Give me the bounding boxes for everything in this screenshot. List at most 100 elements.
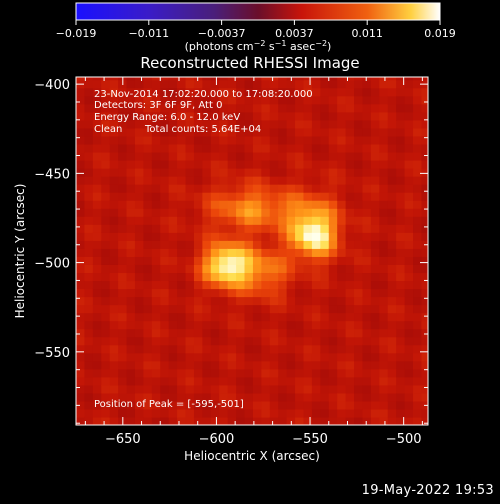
heatmap-cell [244, 384, 254, 394]
heatmap-cell [345, 296, 355, 306]
heatmap-cell [193, 159, 203, 169]
heatmap-cell [227, 384, 237, 394]
heatmap-cell [202, 135, 212, 145]
heatmap-cell [160, 392, 170, 402]
heatmap-cell [261, 192, 271, 201]
heatmap-cell [168, 103, 178, 113]
heatmap-cell [193, 168, 203, 177]
heatmap-cell [337, 232, 347, 241]
heatmap-cell [413, 280, 423, 290]
heatmap-cell [236, 320, 246, 330]
heatmap-cell [210, 384, 220, 394]
heatmap-cell [337, 312, 347, 322]
heatmap-cell [286, 208, 296, 217]
heatmap-cell [134, 159, 145, 169]
heatmap-cell [261, 312, 271, 322]
heatmap-cell [143, 95, 153, 105]
heatmap-cell [84, 344, 94, 354]
heatmap-cell [109, 103, 119, 113]
heatmap-cell [269, 192, 279, 201]
heatmap-cell [84, 208, 94, 217]
heatmap-cell [404, 408, 414, 418]
heatmap-cell [168, 408, 178, 418]
heatmap-cell [193, 143, 203, 153]
heatmap-cell [76, 344, 86, 354]
heatmap-cell [311, 280, 321, 290]
heatmap-cell [370, 87, 380, 97]
heatmap-cell [236, 384, 246, 394]
heatmap-cell [134, 143, 145, 153]
heatmap-cell [236, 280, 246, 290]
heatmap-cell [413, 376, 423, 386]
heatmap-cell [134, 400, 145, 410]
heatmap-cell [134, 95, 145, 105]
heatmap-cell [252, 320, 262, 330]
heatmap-cell [92, 376, 102, 386]
heatmap-cell [311, 384, 321, 394]
heatmap-cell [311, 168, 321, 177]
heatmap-cell [303, 328, 313, 338]
heatmap-cell [143, 272, 153, 282]
heatmap-cell [345, 135, 355, 145]
heatmap-cell [151, 176, 161, 185]
heatmap-cell [118, 392, 128, 402]
heatmap-cell [413, 368, 423, 378]
heatmap-cell [202, 192, 212, 201]
heatmap-cell [227, 79, 237, 89]
heatmap-cell [354, 248, 364, 257]
heatmap-cell [269, 135, 279, 145]
heatmap-cell [328, 192, 338, 201]
heatmap-cell [160, 248, 170, 257]
heatmap-cell [219, 376, 229, 386]
heatmap-cell [252, 87, 262, 97]
heatmap-cell [185, 176, 195, 185]
heatmap-cell [396, 304, 406, 314]
heatmap-cell [143, 296, 153, 306]
heatmap-cell [168, 400, 178, 410]
heatmap-cell [134, 320, 145, 330]
heatmap-cell [210, 392, 220, 402]
heatmap-cell [303, 320, 313, 330]
heatmap-cell [421, 344, 428, 354]
heatmap-cell [269, 376, 279, 386]
heatmap-cell [168, 360, 178, 370]
heatmap-cell [227, 168, 237, 177]
heatmap-cell [177, 368, 187, 378]
heatmap-cell [244, 368, 254, 378]
heatmap-cell [76, 159, 86, 169]
heatmap-cell [227, 119, 237, 129]
heatmap-cell [261, 392, 271, 402]
heatmap-cell [337, 304, 347, 314]
heatmap-cell [261, 376, 271, 386]
heatmap-cell [345, 256, 355, 265]
heatmap-cell [134, 119, 145, 129]
heatmap-cell [362, 87, 372, 97]
heatmap-cell [370, 416, 380, 425]
heatmap-cell [160, 87, 170, 97]
heatmap-cell [151, 111, 161, 121]
heatmap-cell [354, 103, 364, 113]
heatmap-cell [311, 224, 321, 233]
heatmap-cell [151, 216, 161, 225]
heatmap-cell [151, 336, 161, 346]
heatmap-cell [286, 352, 296, 362]
heatmap-cell [227, 216, 237, 225]
heatmap-cell [210, 224, 220, 233]
heatmap-cell [303, 384, 313, 394]
heatmap-cell [227, 200, 237, 209]
heatmap-cell [160, 280, 170, 290]
colorbar-tick-label: 0.0037 [275, 27, 314, 40]
heatmap-cell [379, 111, 389, 121]
heatmap-cell [387, 264, 397, 274]
heatmap-cell [202, 400, 212, 410]
heatmap-cell [295, 127, 305, 137]
heatmap-cell [404, 119, 414, 129]
heatmap-cell [118, 352, 128, 362]
heatmap-image [76, 77, 428, 425]
heatmap-cell [76, 280, 86, 290]
heatmap-cell [236, 368, 246, 378]
heatmap-cell [362, 176, 372, 185]
heatmap-cell [227, 143, 237, 153]
heatmap-cell [269, 87, 279, 97]
heatmap-cell [413, 416, 423, 425]
